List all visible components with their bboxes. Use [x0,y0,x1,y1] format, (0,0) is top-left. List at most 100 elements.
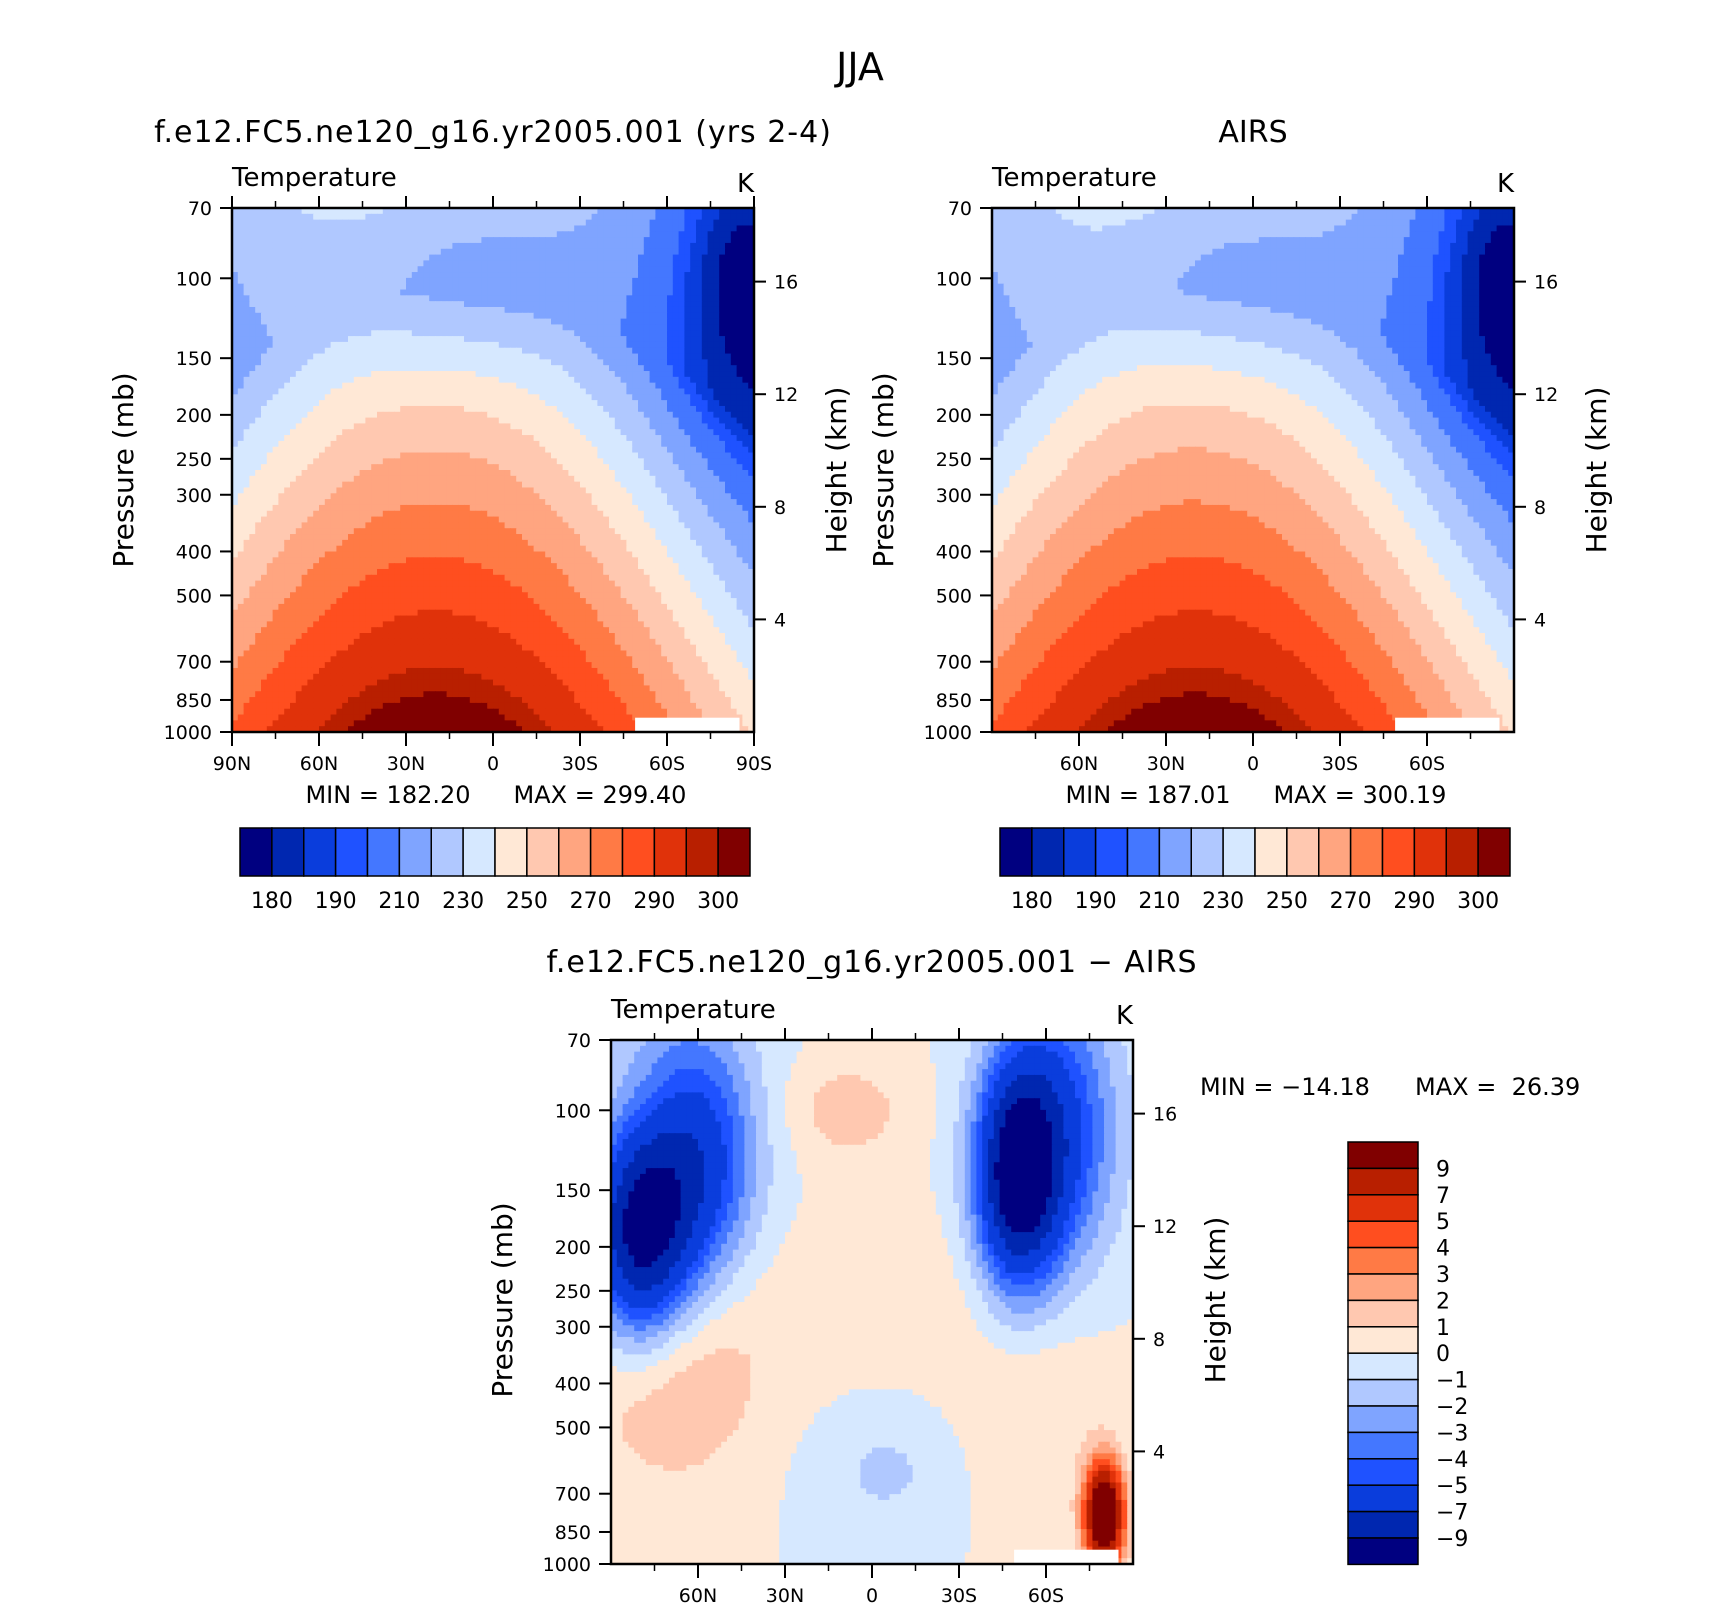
contour-cell [620,388,627,395]
contour-cell [365,405,372,413]
contour-cell [638,295,645,302]
contour-cell [255,341,262,349]
contour-cell [365,371,372,378]
contour-cell [556,452,564,459]
contour-cell [266,283,274,291]
contour-cell [684,306,691,314]
contour-cell [266,423,274,430]
contour-cell [301,306,308,314]
contour-cell [725,510,732,518]
contour-cell [493,400,500,407]
contour-cell [551,260,558,267]
contour-cell [719,208,726,215]
contour-cell [232,260,239,267]
contour-cell [452,208,459,215]
contour-cell [603,516,610,523]
contour-cell [307,324,314,331]
contour-cell [580,382,587,390]
contour-cell [701,266,709,273]
contour-cell [493,353,500,360]
contour-cell [353,417,361,425]
contour-cell [278,359,285,366]
contour-cell [429,446,436,454]
contour-cell [696,446,703,454]
contour-cell [626,417,633,425]
contour-cell [324,481,332,489]
contour-cell [487,330,494,337]
contour-cell [336,510,343,518]
contour-cell [423,318,430,326]
contour-cell [597,248,604,256]
contour-cell [290,487,297,494]
contour-cell [423,493,430,500]
contour-cell [435,504,442,512]
contour-cell [458,499,465,506]
contour-cell [342,242,349,250]
contour-cell [678,365,685,372]
contour-cell [667,248,674,256]
contour-cell [661,400,668,407]
contour-cell [232,318,239,326]
contour-cell [284,330,291,337]
contour-cell [458,504,465,512]
contour-cell [452,295,459,302]
contour-cell [469,306,477,314]
contour-cell [614,289,622,296]
contour-cell [452,429,459,436]
contour-cell [609,499,616,506]
contour-cell [719,277,726,285]
contour-cell [690,481,697,489]
contour-cell [411,405,419,413]
contour-cell [585,248,593,256]
contour-cell [533,272,540,279]
contour-cell [736,458,743,465]
contour-cell [696,242,703,250]
contour-cell [377,388,384,395]
contour-cell [371,306,378,314]
contour-cell [568,225,575,232]
contour-cell [295,353,303,360]
contour-cell [632,400,639,407]
contour-cell [498,371,506,378]
contour-cell [707,493,714,500]
contour-cell [295,289,303,296]
contour-cell [522,499,529,506]
contour-cell [551,481,558,489]
contour-cell [406,330,413,337]
contour-cell [562,237,569,244]
contour-cell [371,528,378,535]
contour-cell [237,242,245,250]
contour-cell [313,382,320,390]
contour-cell [556,353,564,360]
contour-cell [527,312,535,320]
contour-cell [719,295,726,302]
contour-cell [713,237,720,244]
contour-cell [510,225,517,232]
contour-cell [429,394,436,401]
contour-cell [574,394,581,401]
contour-cell [377,242,384,250]
contour-cell [748,376,754,384]
contour-cell [371,417,378,425]
contour-cell [742,359,749,366]
contour-cell [667,382,674,390]
contour-cell [435,394,442,401]
contour-cell [452,260,459,267]
contour-cell [730,405,738,413]
contour-cell [237,470,245,477]
contour-cell [429,417,436,425]
contour-cell [411,510,419,518]
contour-cell [742,458,749,465]
contour-cell [556,388,564,395]
contour-cell [504,324,511,331]
contour-cell [324,312,332,320]
contour-cell [435,475,442,483]
contour-cell [324,336,332,343]
contour-cell [533,266,540,273]
contour-cell [458,359,465,366]
contour-cell [684,248,691,256]
contour-cell [429,435,436,442]
contour-cell [232,231,239,238]
contour-cell [696,382,703,390]
contour-cell [522,475,529,483]
